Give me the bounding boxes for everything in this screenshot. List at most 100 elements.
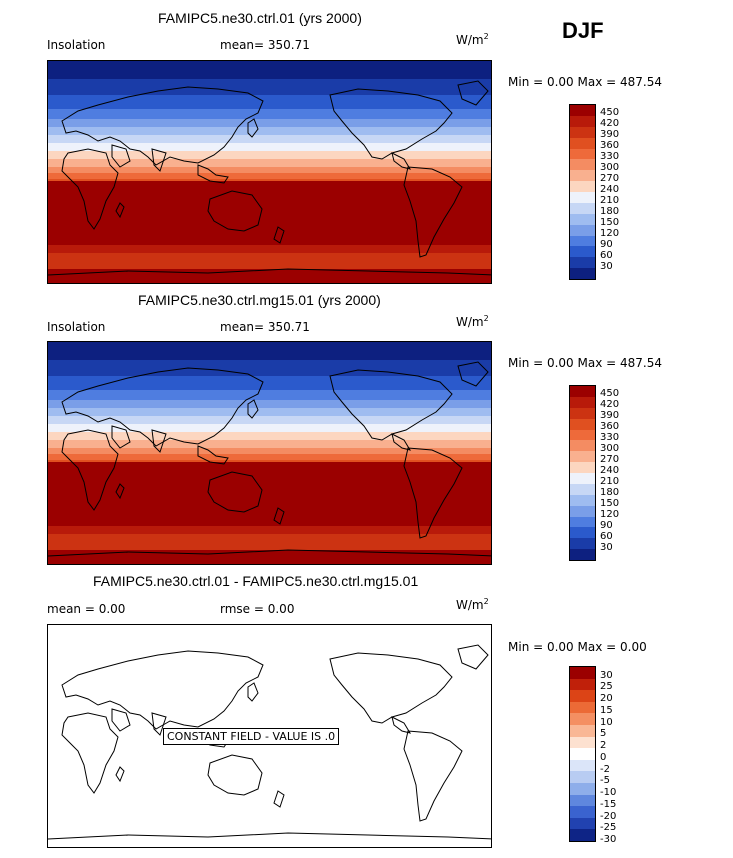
colorbar-tick-label: 120: [600, 228, 620, 239]
colorbar-swatch: [570, 396, 595, 408]
colorbar-tick-label: 210: [600, 476, 620, 487]
colorbar-tick-label: 300: [600, 162, 620, 173]
colorbar-swatch: [570, 126, 595, 138]
colorbar-swatch: [570, 748, 595, 760]
insolation-band: [48, 127, 491, 135]
coastline: [207, 754, 263, 796]
coastline: [329, 652, 453, 724]
panel3-mean-label: mean = 0.00: [47, 602, 126, 616]
panel2-mean-label: mean= 350.71: [220, 320, 310, 334]
insolation-band: [48, 448, 491, 454]
colorbar-tick-label: 150: [600, 217, 620, 228]
colorbar-swatch: [570, 268, 595, 279]
colorbar-swatch: [570, 505, 595, 517]
panel2-field-label: Insolation: [47, 320, 106, 334]
coastline: [151, 429, 167, 453]
insolation-band: [48, 135, 491, 143]
colorbar-tick-label: -15: [600, 798, 617, 810]
insolation-band: [48, 342, 491, 360]
coastline: [247, 118, 259, 138]
insolation-band: [48, 424, 491, 432]
insolation-band: [48, 416, 491, 424]
colorbar-tick-label: 420: [600, 118, 620, 129]
colorbar-tick-label: 90: [600, 520, 613, 531]
colorbar-swatch: [570, 538, 595, 550]
colorbar-tick-label: 10: [600, 716, 613, 728]
coastline: [457, 80, 489, 106]
colorbar-swatch: [570, 759, 595, 772]
colorbar-swatch: [570, 105, 595, 116]
insolation-band: [48, 143, 491, 151]
coastline: [329, 88, 453, 160]
panel3-title: FAMIPC5.ne30.ctrl.01 - FAMIPC5.ne30.ctrl…: [93, 573, 419, 589]
colorbar-tick-label: -20: [600, 810, 617, 822]
colorbar-tick-label: 390: [600, 410, 620, 421]
coastline: [273, 507, 285, 525]
colorbar-tick-label: 60: [600, 250, 613, 261]
insolation-band: [48, 167, 491, 173]
colorbar-swatch: [570, 429, 595, 441]
colorbar-tick-label: 30: [600, 261, 613, 272]
colorbar-tick-label: 2: [600, 740, 607, 752]
coastline: [391, 716, 412, 734]
colorbar-swatch: [570, 724, 595, 737]
colorbar-tick-label: 0: [600, 751, 607, 763]
colorbar-swatch: [570, 483, 595, 495]
coastline: [61, 148, 119, 230]
colorbar-tick-label: 270: [600, 173, 620, 184]
insolation-band: [48, 245, 491, 253]
coastline: [403, 730, 463, 822]
insolation-band: [48, 95, 491, 109]
insolation-band: [48, 376, 491, 390]
panel1-minmax: Min = 0.00 Max = 487.54: [508, 75, 662, 89]
colorbar-tick-label: 180: [600, 206, 620, 217]
coastline: [48, 268, 491, 276]
coastline: [403, 447, 463, 539]
insolation-band: [48, 408, 491, 416]
colorbar-tick-label: 15: [600, 704, 613, 716]
insolation-band: [48, 534, 491, 550]
colorbar-tick-label: 420: [600, 399, 620, 410]
panel1-coastlines: [48, 80, 491, 276]
panel3-rmse-label: rmse = 0.00: [220, 602, 295, 616]
insolation-band: [48, 440, 491, 448]
insolation-band: [48, 109, 491, 119]
colorbar-tick-label: 360: [600, 421, 620, 432]
colorbar-tick-label: -25: [600, 822, 617, 834]
coastline: [151, 712, 167, 736]
coastline: [391, 433, 412, 451]
panel3-units: W/m2: [456, 597, 489, 612]
insolation-band: [48, 173, 491, 179]
colorbar-swatch: [570, 137, 595, 149]
colorbar-tick-label: -2: [600, 763, 610, 775]
colorbar-swatch: [570, 246, 595, 258]
colorbar-tick-label: 450: [600, 388, 620, 399]
colorbar-swatch: [570, 667, 595, 679]
panel1-map: [47, 60, 492, 284]
coastline: [197, 445, 229, 465]
colorbar-tick-label: -10: [600, 787, 617, 799]
coastline: [115, 202, 125, 219]
coastline: [403, 166, 463, 258]
colorbar-swatch: [570, 736, 595, 749]
panel3-colorbar: [569, 666, 596, 842]
panel1-title: FAMIPC5.ne30.ctrl.01 (yrs 2000): [158, 10, 362, 26]
coastline: [111, 144, 131, 168]
coastline: [61, 650, 264, 730]
insolation-band: [48, 253, 491, 269]
panel2-minmax: Min = 0.00 Max = 487.54: [508, 356, 662, 370]
colorbar-tick-label: 180: [600, 487, 620, 498]
coastline: [48, 549, 491, 557]
colorbar-tick-label: 25: [600, 681, 613, 693]
insolation-band: [48, 159, 491, 167]
colorbar-swatch: [570, 713, 595, 725]
panel2-insolation-bands: [48, 342, 491, 564]
insolation-band: [48, 119, 491, 127]
insolation-band: [48, 454, 491, 460]
insolation-band: [48, 151, 491, 159]
panel1-insolation-bands: [48, 61, 491, 283]
colorbar-swatch: [570, 701, 595, 714]
colorbar-tick-label: 270: [600, 454, 620, 465]
coastline: [391, 152, 412, 170]
colorbar-swatch: [570, 235, 595, 247]
